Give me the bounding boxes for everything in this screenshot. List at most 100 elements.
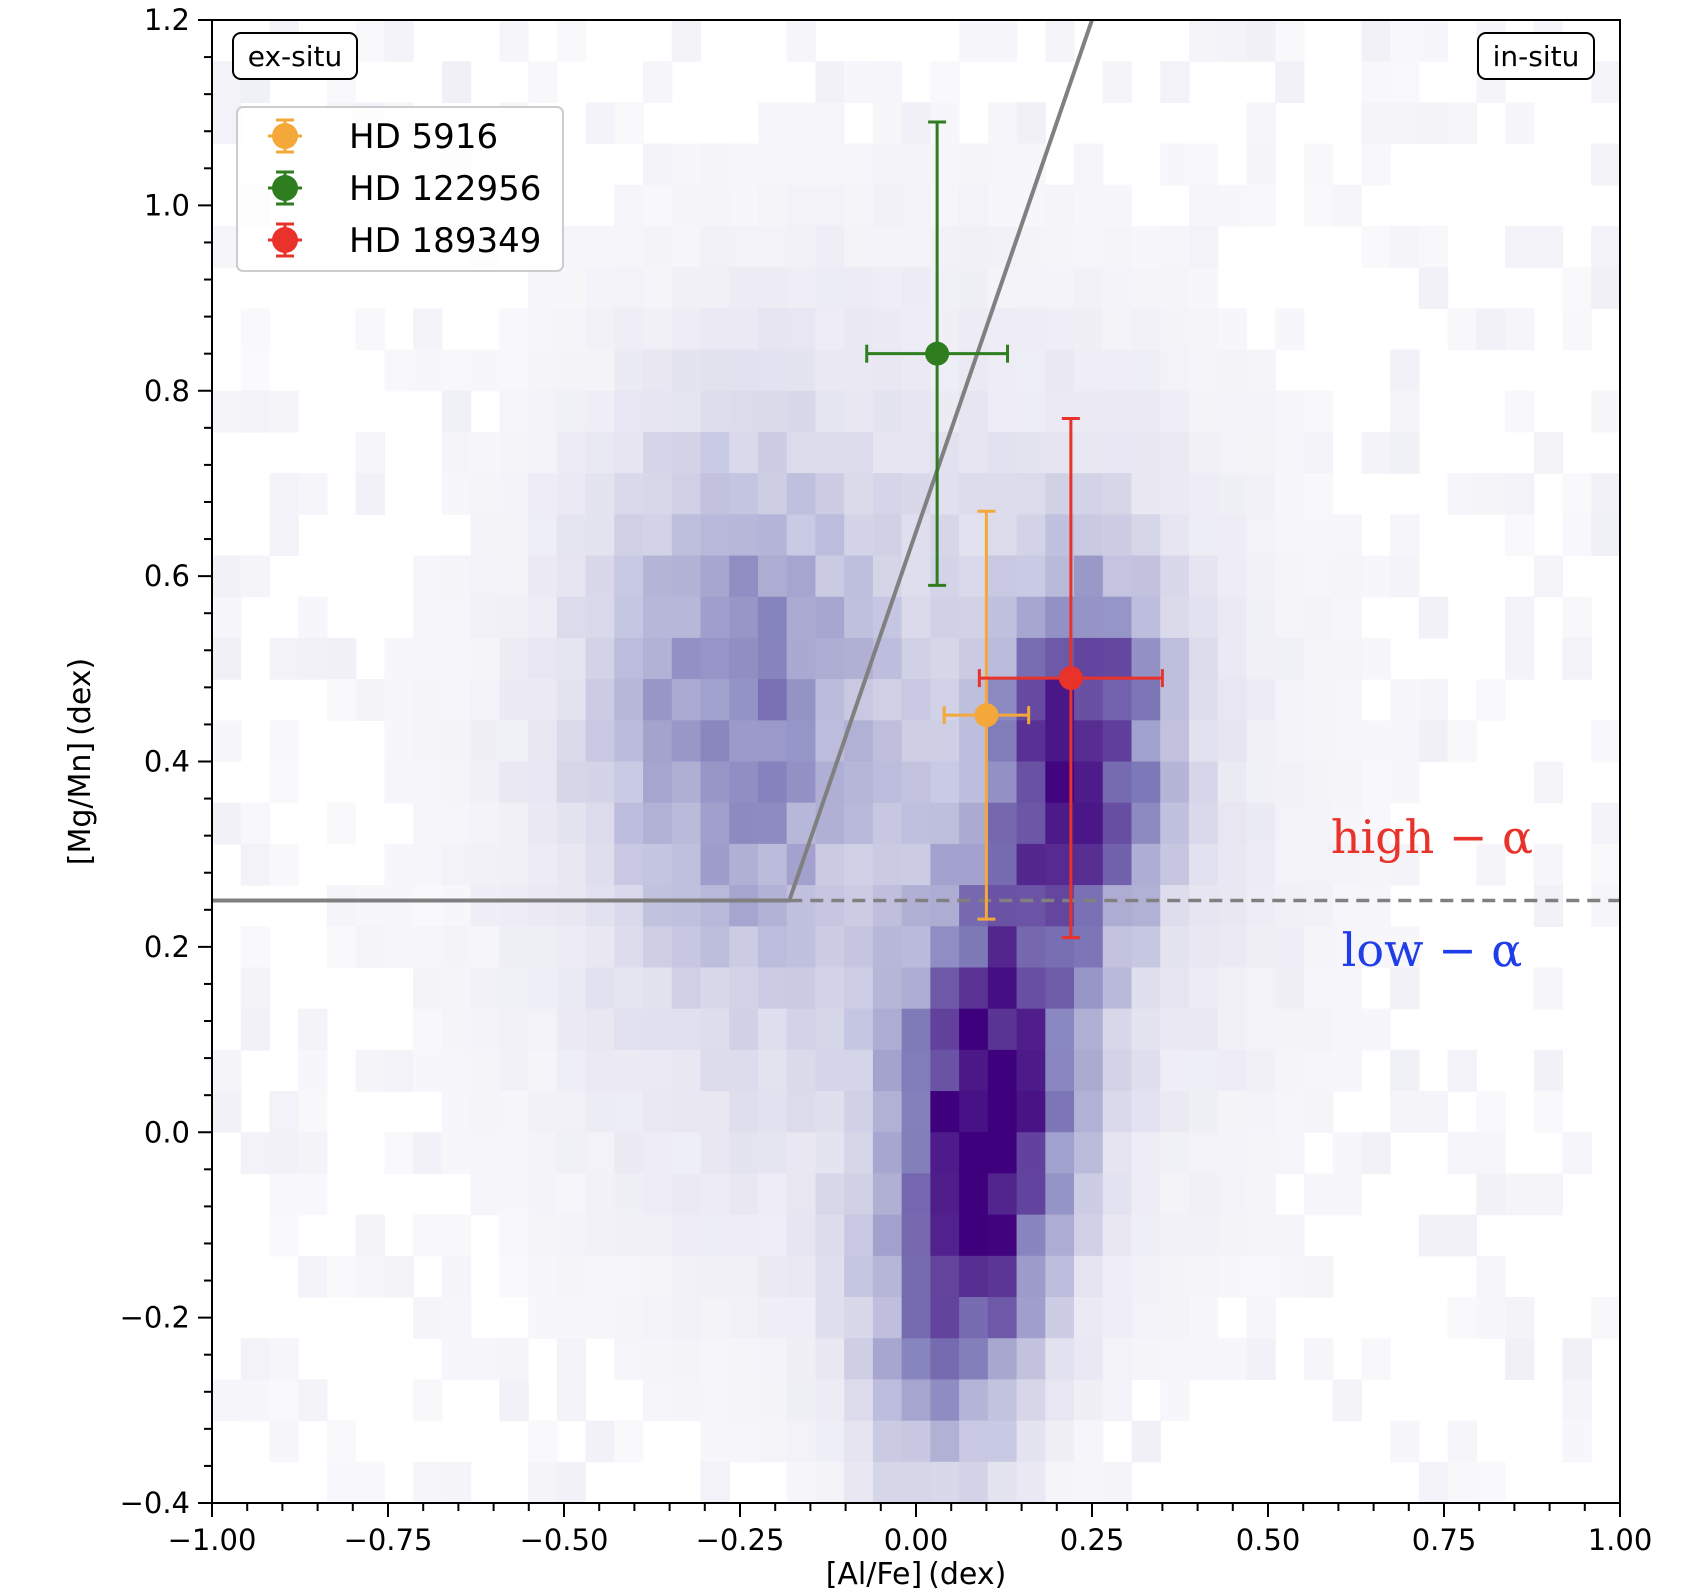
heatmap-cell — [671, 143, 702, 186]
heatmap-cell — [326, 637, 357, 680]
heatmap-cell — [930, 885, 960, 927]
heatmap-cell — [959, 555, 989, 598]
heatmap-cell — [1131, 1132, 1161, 1175]
heatmap-cell — [786, 967, 817, 1010]
legend-entries: HD 5916 HD 122956 HD 189349 — [268, 117, 541, 261]
heatmap-cell — [959, 1173, 989, 1216]
heatmap-cell — [815, 1214, 845, 1257]
heatmap-cell — [757, 843, 788, 886]
heatmap-cell — [1505, 1173, 1535, 1216]
heatmap-cell — [556, 555, 587, 598]
heatmap-cell — [1131, 473, 1161, 515]
heatmap-cell — [959, 20, 989, 62]
heatmap-cell — [298, 1255, 328, 1298]
heatmap-cell — [1246, 555, 1276, 598]
heatmap-cell — [1246, 1173, 1276, 1216]
heatmap-cell — [528, 1008, 558, 1051]
heatmap-cell — [1447, 1214, 1477, 1257]
heatmap-cell — [786, 1214, 817, 1257]
heatmap-cell — [987, 349, 1018, 392]
heatmap-cell — [872, 1255, 903, 1298]
heatmap-cell — [1102, 761, 1133, 804]
heatmap-cell — [1160, 431, 1190, 474]
heatmap-cell — [1476, 473, 1506, 515]
heatmap-cell — [1188, 596, 1219, 639]
heatmap-cell — [757, 473, 788, 515]
heatmap-cell — [786, 1132, 817, 1175]
heatmap-cell — [1074, 1091, 1104, 1133]
heatmap-cell — [269, 761, 299, 804]
heatmap-cell — [872, 1461, 903, 1504]
heatmap-cell — [786, 596, 817, 639]
heatmap-cell — [844, 1297, 874, 1339]
heatmap-cell — [1476, 1461, 1506, 1504]
heatmap-cell — [1390, 761, 1420, 804]
heatmap-cell — [499, 637, 529, 680]
heatmap-cell — [240, 1008, 271, 1051]
heatmap-cell — [901, 1461, 931, 1504]
heatmap-cell — [528, 1132, 558, 1175]
heatmap-cell — [470, 679, 500, 721]
heatmap-cell — [1275, 1008, 1305, 1051]
heatmap-cell — [1418, 679, 1449, 721]
heatmap-cell — [413, 926, 443, 969]
heatmap-cell — [556, 308, 587, 351]
heatmap-cell — [1074, 267, 1104, 309]
heatmap-cell — [1016, 308, 1046, 351]
heatmap-cell — [700, 143, 730, 186]
heatmap-cell — [1332, 1173, 1362, 1216]
heatmap-cell — [1476, 308, 1506, 351]
heatmap-cell — [1275, 720, 1305, 763]
heatmap-cell — [930, 267, 960, 309]
heatmap-cell — [959, 308, 989, 351]
heatmap-cell — [844, 1338, 874, 1381]
heatmap-cell — [729, 1338, 759, 1381]
heatmap-cell — [844, 885, 874, 927]
heatmap-cell — [700, 720, 730, 763]
heatmap-cell — [1332, 1008, 1362, 1051]
heatmap-cell — [1505, 102, 1535, 145]
heatmap-cell — [1332, 720, 1362, 763]
heatmap-cell — [930, 1049, 960, 1092]
heatmap-cell — [1016, 720, 1046, 763]
heatmap-cell — [872, 761, 903, 804]
heatmap-cell — [700, 1049, 730, 1092]
heatmap-cell — [614, 926, 644, 969]
heatmap-cell — [987, 720, 1018, 763]
heatmap-cell — [901, 308, 931, 351]
heatmap-cell — [413, 1008, 443, 1051]
y-axis-label: [Mg/Mn] (dex) — [63, 658, 98, 865]
heatmap-cell — [1246, 1091, 1276, 1133]
heatmap-cell — [1275, 802, 1305, 845]
heatmap-cell — [729, 1008, 759, 1051]
heatmap-cell — [671, 20, 702, 62]
data-point-hd-189349 — [977, 417, 1164, 940]
heatmap-cell — [959, 1420, 989, 1463]
heatmap-cell — [987, 1049, 1018, 1092]
heatmap-cell — [441, 637, 472, 680]
heatmap-cell — [872, 802, 903, 845]
heatmap-cell — [585, 1255, 615, 1298]
heatmap-cell — [384, 637, 414, 680]
heatmap-cell — [614, 1173, 644, 1216]
heatmap-cell — [1131, 514, 1161, 557]
heatmap-cell — [1188, 679, 1219, 721]
heatmap-cell — [1102, 267, 1133, 309]
heatmap-cell — [1045, 1338, 1075, 1381]
heatmap-cell — [815, 184, 845, 227]
heatmap-cell — [930, 225, 960, 268]
heatmap-cell — [1275, 679, 1305, 721]
heatmap-cell — [930, 143, 960, 186]
heatmap-cell — [987, 1379, 1018, 1422]
data-point-hd-122956 — [865, 120, 1010, 587]
in-situ-box — [1477, 32, 1595, 80]
heatmap-cell — [671, 473, 702, 515]
heatmap-cell — [1505, 225, 1535, 268]
heatmap-cell — [815, 1420, 845, 1463]
heatmap-cell — [556, 473, 587, 515]
heatmap-cell — [1160, 555, 1190, 598]
heatmap-cell — [729, 225, 759, 268]
heatmap-cell — [1188, 1173, 1219, 1216]
heatmap-cell — [1016, 596, 1046, 639]
x-tick-label: 0.75 — [1412, 1523, 1477, 1557]
